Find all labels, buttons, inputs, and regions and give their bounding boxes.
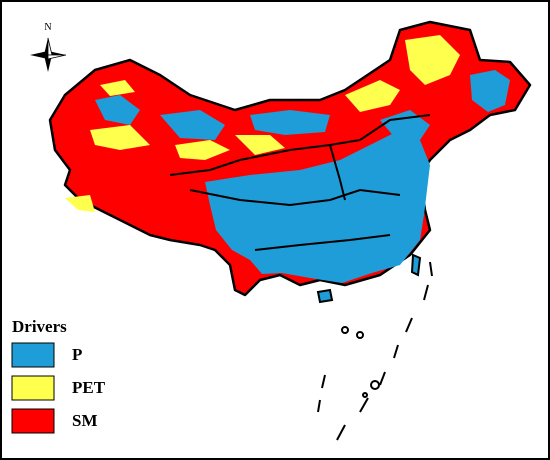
legend-swatch <box>11 375 55 401</box>
pet-regions <box>65 35 460 212</box>
region-borders <box>169 114 431 251</box>
p-regions <box>95 70 510 283</box>
islands <box>316 253 422 304</box>
legend-title: Drivers <box>12 317 67 336</box>
south-sea-islands <box>317 261 433 441</box>
legend-swatch <box>11 342 55 368</box>
legend: Drivers P PET SM <box>11 317 106 434</box>
legend-swatch <box>11 408 55 434</box>
compass: N <box>30 22 67 72</box>
legend-label: PET <box>72 378 106 397</box>
legend-label: SM <box>72 411 98 430</box>
legend-label: P <box>72 345 82 364</box>
compass-label: N <box>44 22 51 33</box>
